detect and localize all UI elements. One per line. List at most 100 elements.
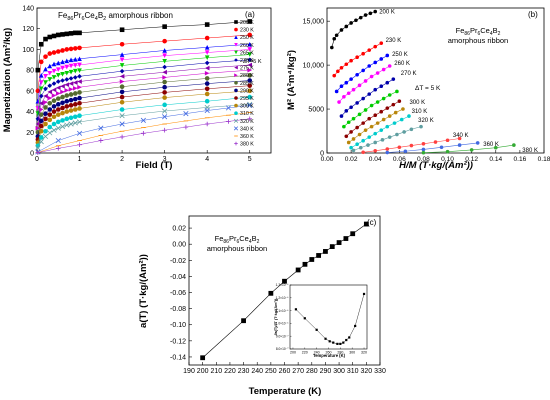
- data-point: [68, 31, 74, 36]
- y-tick-label: -0.14: [170, 354, 186, 361]
- plot-frame: [326, 7, 545, 154]
- inset-y-axis-label: ∂a(T)/∂T (T·kg/(Am²)): [274, 298, 278, 335]
- data-point: [358, 145, 363, 150]
- data-point: [47, 83, 53, 88]
- data-point: [64, 82, 70, 87]
- x-tick-label: 330: [374, 368, 386, 375]
- data-point: [282, 278, 287, 284]
- y-tick-label: 0: [30, 151, 34, 158]
- data-point: [367, 64, 371, 68]
- data-point: [59, 124, 66, 130]
- inset-y-tick-label: 1.2×10⁻⁶: [276, 296, 290, 300]
- data-point: [354, 324, 357, 328]
- y-tick-label: 0: [320, 151, 324, 158]
- data-point: [295, 267, 301, 273]
- data-point: [162, 84, 167, 90]
- data-point: [357, 112, 362, 117]
- data-point: [336, 342, 339, 345]
- data-point: [342, 341, 345, 344]
- series-label: 360 K: [483, 142, 499, 148]
- inset-x-axis-label: Temperature (K): [313, 353, 346, 358]
- data-point: [38, 100, 44, 106]
- data-markers: [330, 9, 516, 155]
- data-point: [339, 114, 344, 118]
- data-point: [60, 78, 65, 83]
- x-tick-label: 0.18: [538, 156, 550, 163]
- inset-frame: [289, 284, 368, 350]
- data-point: [38, 139, 44, 145]
- legend-label: 340 K: [240, 126, 254, 132]
- data-point: [47, 51, 53, 56]
- data-point: [98, 138, 104, 143]
- data-point: [51, 50, 57, 55]
- data-point: [348, 336, 351, 339]
- data-point: [51, 87, 57, 93]
- data-point: [247, 52, 253, 57]
- data-point: [247, 88, 253, 94]
- data-point: [234, 50, 238, 55]
- data-point: [225, 105, 232, 111]
- data-point: [43, 121, 48, 127]
- data-point: [345, 338, 348, 342]
- data-point: [64, 88, 70, 93]
- legend-label: 295 K: [240, 96, 254, 102]
- y-tick-labels: 0 5000 10,000 15,000: [303, 19, 330, 158]
- data-point: [77, 95, 82, 101]
- data-point: [344, 80, 349, 85]
- plot-frame: [36, 7, 272, 154]
- data-point: [241, 318, 246, 324]
- data-point: [43, 36, 48, 42]
- data-point: [234, 73, 238, 77]
- data-point: [247, 83, 253, 88]
- data-point: [334, 89, 339, 94]
- data-point: [47, 95, 53, 101]
- data-point: [247, 41, 253, 47]
- data-point: [402, 130, 406, 134]
- inset-tick-labels: 200 220 240 260 280 300 320 8.0×10⁻⁷ 9.0×10⁻⁷ 1.0…: [276, 283, 367, 354]
- data-point: [47, 112, 53, 117]
- data-point: [409, 127, 414, 132]
- y-tick-label: -0.02: [170, 258, 186, 265]
- data-point: [373, 113, 378, 118]
- data-point: [339, 28, 344, 32]
- y-tick-label: 0.02: [172, 226, 186, 233]
- data-point: [391, 77, 396, 81]
- data-point: [316, 253, 322, 258]
- y-tick-label: -0.10: [170, 322, 186, 329]
- data-point: [55, 73, 61, 78]
- data-point: [329, 244, 335, 250]
- data-point: [51, 109, 57, 114]
- data-point: [51, 75, 57, 80]
- data-point: [68, 92, 74, 97]
- data-point: [47, 89, 53, 95]
- data-point: [35, 125, 41, 131]
- data-point: [162, 90, 167, 95]
- data-point: [43, 105, 48, 110]
- panel-label: (c): [367, 218, 377, 227]
- data-point: [68, 115, 74, 121]
- data-point: [38, 118, 44, 124]
- x-tick-label: 210: [210, 368, 222, 375]
- data-point: [234, 35, 238, 39]
- data-point: [47, 63, 53, 69]
- data-point: [55, 91, 61, 96]
- series-labels: 200 K 230 K 250 K 260 K 270 K 300 K 310 K 320 K…: [379, 10, 538, 154]
- data-point: [64, 31, 70, 37]
- inset-x-tick-label: 320: [361, 351, 367, 355]
- data-point: [98, 125, 104, 131]
- data-point: [363, 79, 368, 83]
- data-point: [226, 119, 231, 124]
- data-point: [323, 249, 328, 254]
- data-point: [162, 48, 167, 53]
- series-line: [341, 78, 394, 117]
- data-point: [162, 127, 167, 133]
- legend-label: 320 K: [240, 119, 254, 125]
- data-point: [43, 54, 48, 59]
- data-point: [363, 108, 368, 112]
- data-point: [162, 108, 168, 114]
- series-label: 300 K: [409, 100, 425, 106]
- inset-x-tick-label: 300: [349, 351, 355, 355]
- data-point: [351, 137, 356, 141]
- data-point: [294, 308, 298, 311]
- x-tick-label: 230: [238, 368, 250, 375]
